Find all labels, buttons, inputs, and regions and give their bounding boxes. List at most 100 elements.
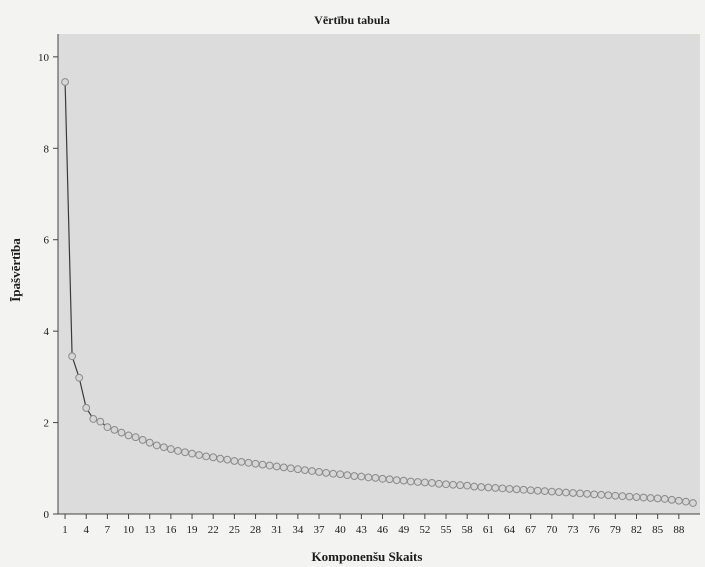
x-tick-label: 52 bbox=[419, 524, 430, 536]
data-point-marker bbox=[159, 443, 168, 452]
x-tick-label: 85 bbox=[652, 524, 664, 536]
y-tick-label: 0 bbox=[44, 509, 50, 521]
x-tick-label: 46 bbox=[377, 524, 389, 536]
data-point-marker bbox=[569, 489, 577, 497]
data-point-marker bbox=[399, 476, 408, 485]
data-point-marker bbox=[583, 489, 592, 498]
x-tick-label: 79 bbox=[610, 524, 622, 536]
data-point-marker bbox=[498, 484, 507, 493]
x-tick-label: 31 bbox=[271, 524, 282, 536]
data-point-marker bbox=[152, 441, 161, 450]
data-point-marker bbox=[145, 438, 154, 447]
x-tick-label: 73 bbox=[568, 524, 580, 536]
x-tick-label: 70 bbox=[546, 524, 558, 536]
data-point-marker bbox=[202, 452, 211, 461]
data-point-marker bbox=[166, 445, 175, 453]
data-point-marker bbox=[674, 496, 683, 505]
data-point-marker bbox=[392, 476, 401, 485]
data-point-marker bbox=[174, 447, 182, 455]
data-point-marker bbox=[237, 457, 246, 466]
data-point-marker bbox=[562, 488, 570, 497]
data-point-marker bbox=[470, 482, 479, 491]
chart-title: Vērtību tabula bbox=[314, 13, 390, 27]
data-point-marker bbox=[110, 425, 119, 434]
data-point-marker bbox=[435, 479, 443, 488]
x-tick-label: 58 bbox=[462, 524, 474, 536]
data-point-marker bbox=[611, 491, 620, 500]
data-point-marker bbox=[258, 460, 267, 469]
x-tick-label: 16 bbox=[165, 524, 177, 536]
data-point-marker bbox=[364, 473, 373, 482]
x-tick-label: 10 bbox=[123, 524, 135, 536]
data-point-marker bbox=[188, 449, 196, 458]
data-point-marker bbox=[61, 78, 69, 86]
x-tick-label: 76 bbox=[589, 524, 601, 536]
y-tick-label: 4 bbox=[44, 326, 50, 338]
x-tick-label: 67 bbox=[525, 524, 537, 536]
data-point-marker bbox=[653, 494, 662, 503]
data-point-marker bbox=[590, 490, 599, 499]
data-point-marker bbox=[505, 484, 514, 493]
data-point-marker bbox=[357, 472, 366, 481]
x-axis-ticks: 1 4 7 10 13 16 19 22 25 28 31 34 37 40 43 46 49 52 55 58 61 6… bbox=[62, 514, 685, 536]
x-tick-label: 22 bbox=[208, 524, 219, 536]
x-tick-label: 55 bbox=[441, 524, 453, 536]
x-tick-label: 37 bbox=[314, 524, 326, 536]
data-point-marker bbox=[343, 471, 352, 480]
data-point-marker bbox=[449, 480, 457, 489]
y-tick-label: 2 bbox=[44, 418, 50, 430]
data-point-marker bbox=[477, 483, 486, 491]
data-point-marker bbox=[89, 415, 98, 423]
data-point-marker bbox=[265, 461, 274, 470]
data-point-marker bbox=[625, 492, 634, 501]
data-point-marker bbox=[413, 478, 422, 486]
data-point-marker bbox=[223, 455, 232, 464]
data-point-marker bbox=[533, 486, 542, 495]
data-point-marker bbox=[632, 493, 641, 501]
data-point-marker bbox=[117, 428, 126, 437]
data-point-marker bbox=[336, 470, 345, 479]
x-tick-label: 49 bbox=[398, 524, 410, 536]
data-point-marker bbox=[216, 454, 225, 463]
data-point-marker bbox=[68, 352, 77, 361]
x-tick-label: 19 bbox=[187, 524, 199, 536]
data-point-marker bbox=[350, 472, 359, 480]
data-point-marker bbox=[491, 484, 500, 492]
data-point-marker bbox=[484, 483, 493, 492]
data-point-marker bbox=[540, 487, 549, 496]
data-point-marker bbox=[660, 495, 669, 503]
data-point-marker bbox=[103, 423, 112, 432]
x-tick-label: 1 bbox=[62, 524, 68, 536]
data-point-marker bbox=[667, 495, 676, 504]
data-point-marker bbox=[272, 462, 281, 471]
x-tick-label: 4 bbox=[83, 524, 89, 536]
y-tick-label: 6 bbox=[44, 235, 50, 247]
data-point-marker bbox=[301, 466, 309, 475]
data-point-marker bbox=[244, 458, 253, 467]
data-point-marker bbox=[512, 485, 521, 494]
data-point-marker bbox=[75, 373, 84, 382]
data-point-marker bbox=[555, 488, 563, 496]
y-axis-ticks: 0 2 4 6 8 10 bbox=[38, 52, 58, 521]
x-tick-label: 25 bbox=[229, 524, 241, 536]
x-axis-title: Komponenšu Skaits bbox=[312, 549, 423, 564]
data-point-marker bbox=[646, 494, 655, 502]
x-tick-label: 61 bbox=[483, 524, 494, 536]
data-point-marker bbox=[96, 417, 105, 426]
plot-area bbox=[58, 34, 700, 514]
data-point-marker bbox=[420, 478, 429, 487]
data-point-marker bbox=[230, 457, 239, 465]
data-point-marker bbox=[547, 487, 556, 496]
data-point-marker bbox=[378, 474, 387, 483]
data-point-marker bbox=[124, 431, 133, 440]
data-point-marker bbox=[681, 497, 690, 506]
data-point-marker bbox=[406, 477, 415, 486]
data-point-marker bbox=[329, 469, 338, 478]
data-point-marker bbox=[293, 465, 302, 474]
y-axis-title: Īpašvērtība bbox=[8, 238, 23, 302]
x-tick-label: 88 bbox=[673, 524, 685, 536]
y-tick-label: 10 bbox=[38, 52, 50, 64]
x-tick-label: 40 bbox=[335, 524, 347, 536]
